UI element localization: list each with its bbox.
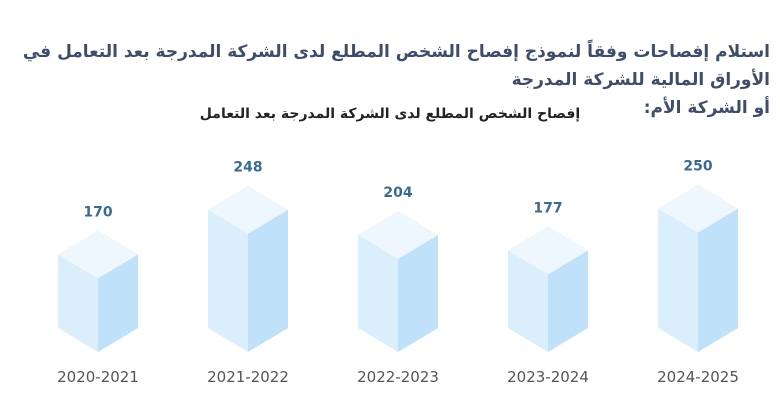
bar-top-face <box>58 230 138 279</box>
bar-value-label: 204 <box>383 185 412 201</box>
x-tick-label: 2020-2021 <box>57 368 139 386</box>
bar-2023-2024 <box>508 226 588 352</box>
x-tick-label: 2023-2024 <box>507 368 589 386</box>
bar-side-face <box>248 209 288 352</box>
bar-2024-2025 <box>658 184 738 352</box>
bar-side-face <box>698 208 738 352</box>
bar-side-face <box>98 254 138 352</box>
bar-value-label: 170 <box>83 204 112 220</box>
page-heading-line-1: استلام إفصاحات وفقاً لنموذج إفصاح الشخص … <box>22 42 770 90</box>
chart-title: إفصاح الشخص المطلع لدى الشركة المدرجة بع… <box>199 106 581 122</box>
bar-value-label: 250 <box>683 159 712 175</box>
bar-value-label: 177 <box>533 200 562 216</box>
bar-front-face <box>658 208 698 352</box>
bar-top-face <box>358 210 438 259</box>
bar-front-face <box>358 234 398 352</box>
bar-top-face <box>508 226 588 275</box>
bar-2020-2021 <box>58 230 138 352</box>
x-tick-label: 2024-2025 <box>657 368 739 386</box>
x-tick-label: 2021-2022 <box>207 368 289 386</box>
bar-side-face <box>398 234 438 352</box>
x-tick-label: 2022-2023 <box>357 368 439 386</box>
bar-value-label: 248 <box>233 160 262 176</box>
bar-top-face <box>658 184 738 233</box>
bar-top-face <box>208 185 288 234</box>
bar-front-face <box>58 254 98 352</box>
bar-2021-2022 <box>208 185 288 352</box>
bar-side-face <box>548 250 588 352</box>
bar-front-face <box>508 250 548 352</box>
bar-front-face <box>208 209 248 352</box>
page-heading: استلام إفصاحات وفقاً لنموذج إفصاح الشخص … <box>10 38 770 122</box>
page-heading-line-2: أو الشركة الأم: <box>643 98 770 118</box>
bar-2022-2023 <box>358 210 438 352</box>
